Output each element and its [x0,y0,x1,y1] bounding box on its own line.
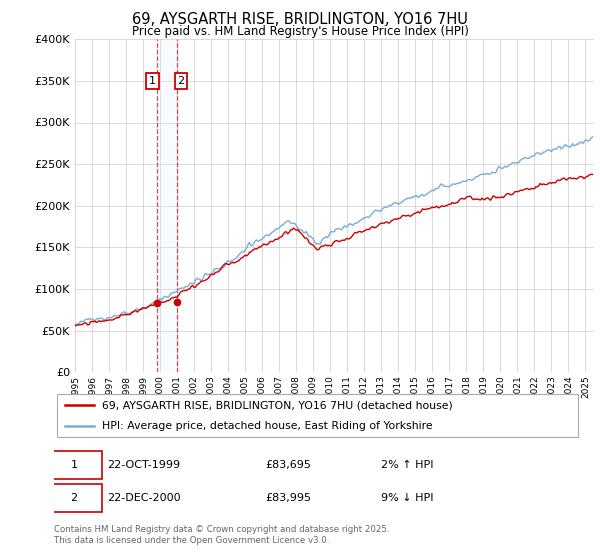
Text: Contains HM Land Registry data © Crown copyright and database right 2025.
This d: Contains HM Land Registry data © Crown c… [54,525,389,545]
Text: 2: 2 [71,493,77,503]
Text: Price paid vs. HM Land Registry's House Price Index (HPI): Price paid vs. HM Land Registry's House … [131,25,469,38]
Text: 1: 1 [71,460,77,470]
Text: 9% ↓ HPI: 9% ↓ HPI [382,493,434,503]
Text: £83,995: £83,995 [265,493,311,503]
Text: 69, AYSGARTH RISE, BRIDLINGTON, YO16 7HU: 69, AYSGARTH RISE, BRIDLINGTON, YO16 7HU [132,12,468,27]
Text: 1: 1 [149,76,156,86]
Text: 22-OCT-1999: 22-OCT-1999 [107,460,180,470]
Text: £83,695: £83,695 [265,460,311,470]
FancyBboxPatch shape [46,451,101,479]
Text: 22-DEC-2000: 22-DEC-2000 [107,493,181,503]
Bar [157,39,176,372]
Text: 2% ↑ HPI: 2% ↑ HPI [382,460,434,470]
Text: HPI: Average price, detached house, East Riding of Yorkshire: HPI: Average price, detached house, East… [101,421,432,431]
FancyBboxPatch shape [46,484,101,512]
Text: 69, AYSGARTH RISE, BRIDLINGTON, YO16 7HU (detached house): 69, AYSGARTH RISE, BRIDLINGTON, YO16 7HU… [101,400,452,410]
Text: 2: 2 [177,76,184,86]
FancyBboxPatch shape [56,394,578,437]
